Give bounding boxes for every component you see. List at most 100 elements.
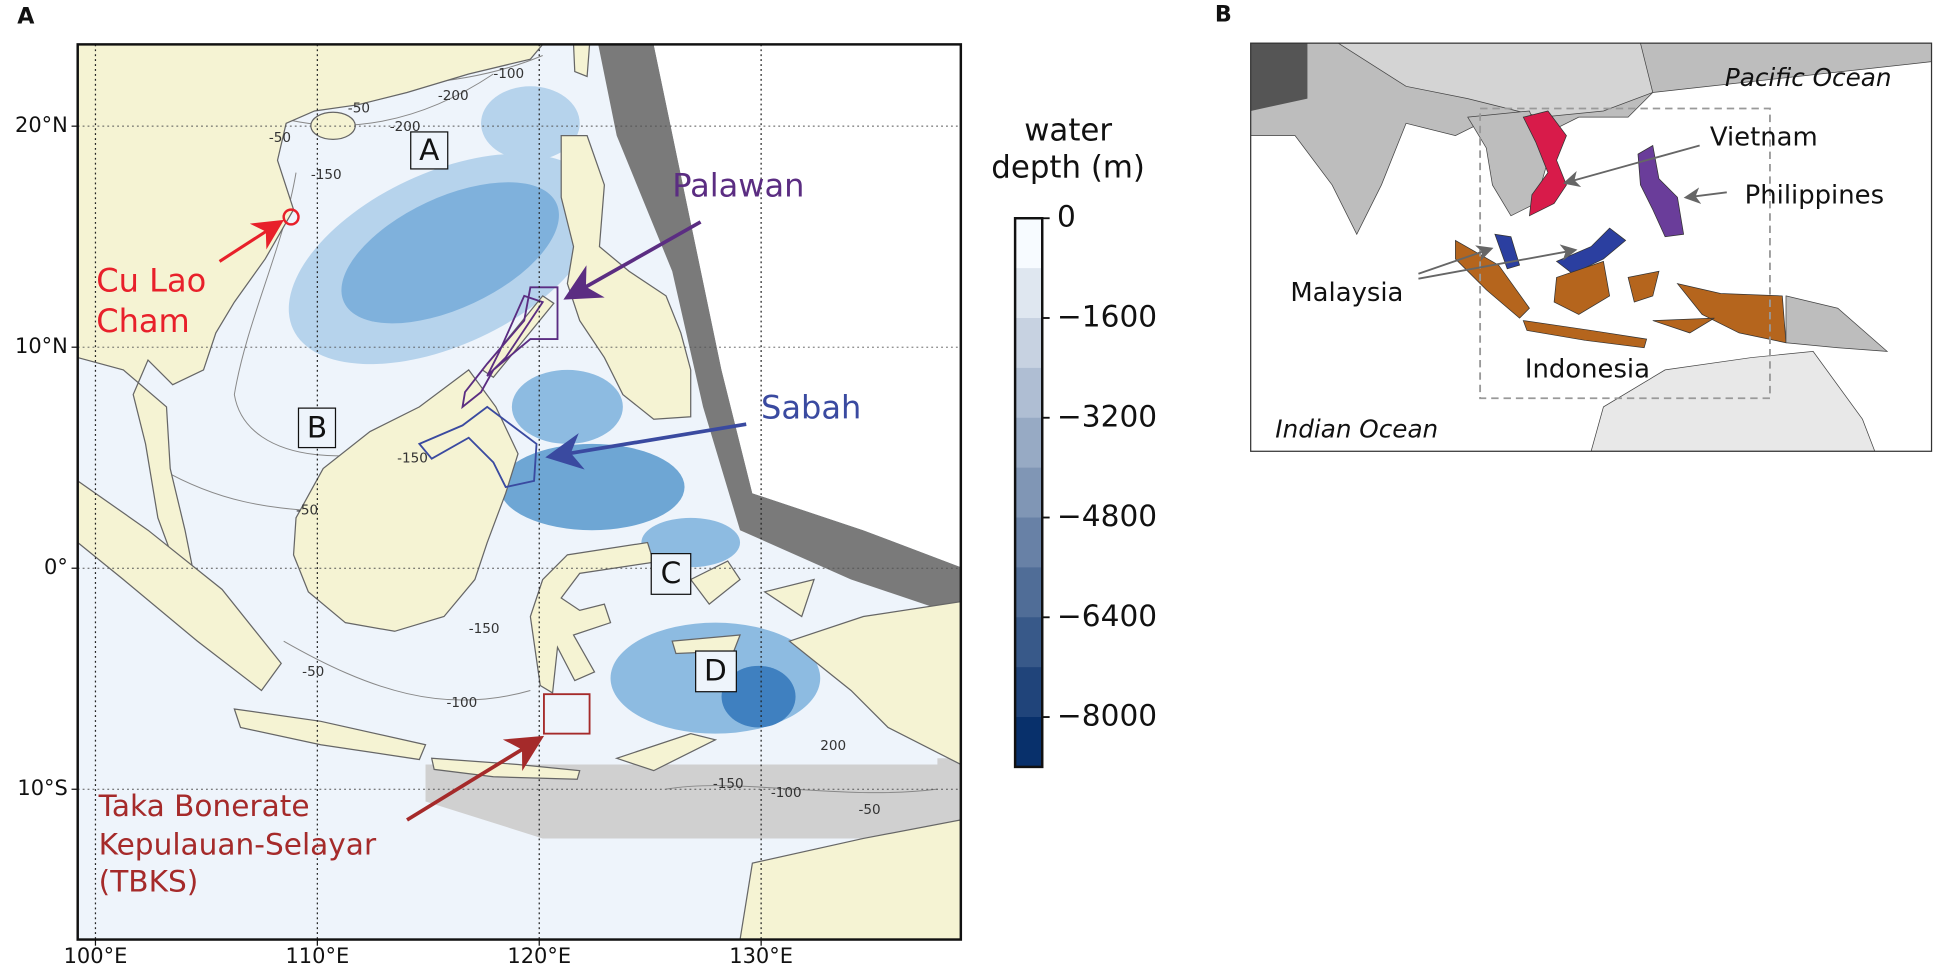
land	[1590, 351, 1876, 452]
annotation: Taka Bonerate	[98, 789, 310, 823]
philippines	[1637, 144, 1685, 238]
arrow	[1418, 245, 1494, 275]
outside-domain	[653, 44, 961, 568]
land	[1337, 43, 1654, 118]
country-label: Indonesia	[1525, 354, 1650, 384]
arrow	[406, 735, 545, 822]
colorbar-band	[1015, 218, 1043, 269]
colorbar-tick-label: 0	[1057, 200, 1076, 234]
contour-label: -50	[348, 101, 370, 117]
land	[1250, 43, 1932, 236]
land	[77, 44, 544, 581]
panel-label: A	[17, 4, 35, 30]
x-tick-label: 130°E	[729, 944, 793, 968]
contour-label: -150	[469, 621, 500, 637]
contour-label: -50	[858, 802, 880, 818]
colorbar-band	[1015, 567, 1043, 618]
box-label: D	[704, 653, 727, 687]
mpa-outline	[417, 405, 538, 489]
ocean-label: Pacific Ocean	[1725, 63, 1892, 92]
colorbar-band	[1015, 617, 1043, 668]
x-tick-label: 100°E	[64, 944, 128, 968]
colorbar-title: depth (m)	[991, 149, 1145, 185]
arrow	[545, 422, 747, 470]
arrow	[1683, 187, 1727, 204]
outside-domain	[425, 764, 961, 839]
map-frame	[76, 43, 963, 941]
ocean-label: Indian Ocean	[1275, 414, 1438, 443]
land	[292, 369, 519, 632]
basin	[481, 86, 580, 161]
y-tick-label: 10°N	[15, 334, 68, 358]
contour-line	[665, 785, 938, 794]
land	[233, 708, 427, 761]
country-label: Vietnam	[1710, 123, 1818, 153]
box	[297, 407, 337, 449]
basin	[499, 443, 685, 531]
annotation: Kepulauan-Selayar	[99, 827, 377, 861]
colorbar-tick-label: −6400	[1057, 599, 1157, 633]
colorbar-band	[1015, 467, 1043, 519]
arrow	[1418, 244, 1578, 280]
x-tick-label: 120°E	[507, 944, 571, 968]
land	[1250, 43, 1308, 111]
grid	[77, 44, 961, 940]
basin	[341, 182, 559, 324]
vietnam	[1522, 110, 1567, 217]
arrow	[1562, 144, 1700, 188]
land	[1785, 295, 1889, 352]
y-tick-label: 10°S	[17, 776, 67, 800]
colorbar-band	[1015, 717, 1043, 768]
land	[739, 819, 961, 940]
box	[695, 650, 737, 693]
contour-line	[277, 73, 494, 126]
annotation: Cham	[96, 302, 190, 340]
basin	[511, 369, 623, 444]
colorbar-band	[1015, 417, 1043, 469]
colorbar-band	[1015, 517, 1043, 569]
box-label: A	[419, 133, 439, 167]
contour-label: -150	[311, 167, 342, 183]
box-label: C	[661, 556, 682, 590]
contour-label: -200	[438, 88, 469, 104]
mpa-outline	[282, 208, 300, 226]
contour-label: -50	[296, 502, 318, 518]
land	[77, 480, 282, 692]
annotation: Cu Lao	[96, 261, 206, 299]
annotation: (TBKS)	[99, 864, 199, 898]
contour-label: -150	[713, 776, 744, 792]
country-label: Philippines	[1745, 181, 1884, 211]
contour-label: 200	[820, 738, 846, 754]
colorbar-tick-label: −1600	[1057, 300, 1157, 334]
contour-label: -50	[302, 664, 324, 680]
colorbar-title: water	[1024, 112, 1112, 148]
colorbar-tick-label: −8000	[1057, 699, 1157, 733]
colorbar-frame	[1013, 217, 1044, 769]
colorbar-band	[1015, 318, 1043, 369]
contour-label: -100	[446, 695, 477, 711]
y-tick-label: 20°N	[15, 113, 68, 137]
contour-label: -100	[771, 785, 802, 801]
contour-label: -100	[493, 66, 524, 82]
colorbar-band	[1015, 268, 1043, 319]
annotation: Palawan	[672, 166, 804, 204]
land	[788, 601, 961, 766]
contour-label: -50	[269, 130, 291, 146]
contour-label: -200	[390, 119, 421, 135]
land	[572, 44, 591, 78]
x-tick-label: 110°E	[285, 944, 349, 968]
annotation: Sabah	[761, 388, 861, 426]
y-tick-label: 0°	[44, 555, 68, 579]
arrow	[218, 219, 284, 263]
map-b: Pacific Ocean Vietnam Philippines Malays…	[1250, 43, 1932, 452]
country-label: Malaysia	[1290, 278, 1403, 308]
contour-line	[283, 640, 531, 701]
outside-domain	[598, 44, 961, 617]
box	[650, 552, 692, 595]
map-frame	[1250, 42, 1933, 452]
panel-label: B	[1215, 1, 1232, 27]
colorbar-tick-label: −3200	[1057, 399, 1157, 433]
axis-ticks: 100°E 110°E 120°E 130°E 20°N 10°N 0° 10°S	[15, 113, 793, 968]
